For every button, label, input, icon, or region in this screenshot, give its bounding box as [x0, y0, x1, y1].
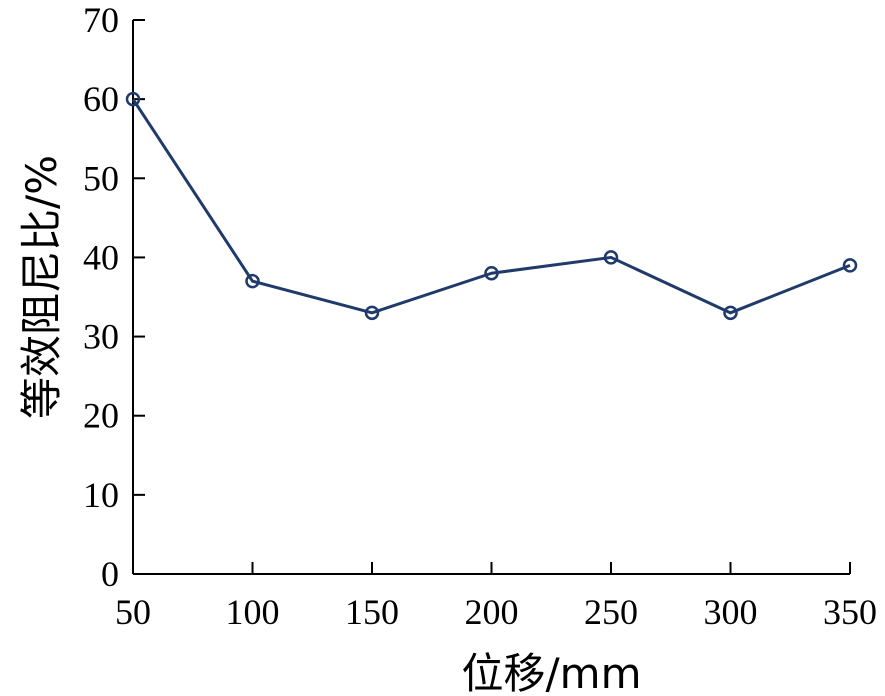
x-tick-label: 250: [584, 592, 638, 632]
y-tick-label: 0: [101, 554, 119, 594]
data-point-marker: [603, 250, 619, 265]
x-tick-label: 50: [115, 592, 151, 632]
y-tick-label: 40: [83, 237, 119, 277]
data-point-marker: [364, 305, 380, 321]
data-point-marker: [484, 266, 499, 281]
x-tick-label: 350: [823, 592, 877, 632]
data-point-marker: [245, 273, 260, 289]
data-point-marker: [842, 258, 858, 273]
x-tick-label: 300: [704, 592, 758, 632]
x-axis: 50 100 150 200 250 300 350: [115, 562, 877, 632]
x-tick-label: 100: [226, 592, 280, 632]
y-tick-label: 10: [83, 475, 119, 515]
x-axis-title: 位移/mm: [462, 649, 642, 696]
y-tick-label: 20: [83, 396, 119, 436]
series-line: [131, 98, 851, 315]
y-tick-label: 50: [83, 158, 119, 198]
y-axis: 0 10 20 30 40 50 60 70: [83, 0, 145, 594]
data-point-marker: [723, 305, 738, 321]
y-tick-label: 70: [83, 0, 119, 40]
data-point-marker: [125, 91, 141, 107]
series-layer: [125, 91, 858, 321]
y-axis-title: 等效阻尼比/%: [17, 155, 66, 419]
y-tick-label: 60: [83, 79, 119, 119]
x-tick-label: 150: [345, 592, 399, 632]
x-tick-label: 200: [465, 592, 519, 632]
y-tick-label: 30: [83, 317, 119, 357]
